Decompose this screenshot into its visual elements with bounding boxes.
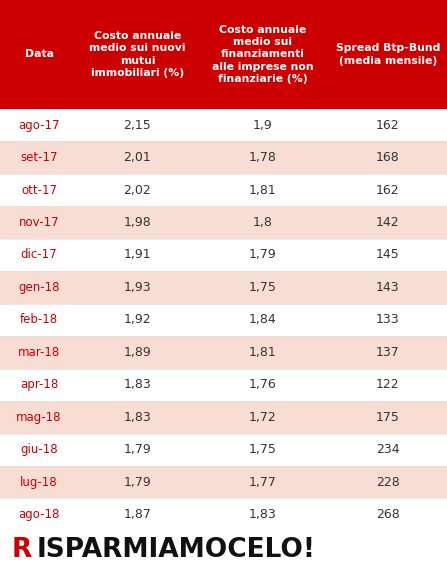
Bar (0, 401, 447, 433)
Text: 1,75: 1,75 (249, 443, 277, 456)
Bar (0, 239, 447, 271)
Text: Costo annuale
medio sui nuovi
mutui
immobiliari (%): Costo annuale medio sui nuovi mutui immo… (89, 31, 186, 78)
Text: 137: 137 (376, 346, 400, 359)
Text: mar-18: mar-18 (18, 346, 60, 359)
Text: 1,83: 1,83 (123, 411, 152, 424)
Text: 168: 168 (376, 151, 400, 164)
Bar (0, 109, 447, 141)
Text: 1,79: 1,79 (123, 443, 152, 456)
Text: 1,9: 1,9 (253, 119, 273, 131)
Text: 133: 133 (376, 313, 400, 327)
Text: 1,72: 1,72 (249, 411, 277, 424)
Text: mag-18: mag-18 (17, 411, 62, 424)
Text: ago-18: ago-18 (18, 508, 60, 521)
Text: ott-17: ott-17 (21, 184, 57, 196)
Bar (0, 369, 447, 401)
Bar (0, 336, 447, 369)
Text: 2,15: 2,15 (123, 119, 152, 131)
Text: feb-18: feb-18 (20, 313, 58, 327)
Text: 1,76: 1,76 (249, 378, 277, 391)
Text: lug-18: lug-18 (20, 476, 58, 488)
Text: 1,79: 1,79 (123, 476, 152, 488)
Bar (0, 141, 447, 174)
Text: 1,89: 1,89 (123, 346, 152, 359)
Text: Spread Btp-Bund
(media mensile): Spread Btp-Bund (media mensile) (336, 43, 440, 65)
Text: 1,84: 1,84 (249, 313, 277, 327)
Text: 268: 268 (376, 508, 400, 521)
Text: 1,91: 1,91 (124, 249, 151, 262)
Bar (0, 304, 447, 336)
Text: 228: 228 (376, 476, 400, 488)
Text: Data: Data (25, 49, 54, 60)
Text: 145: 145 (376, 249, 400, 262)
Text: set-17: set-17 (21, 151, 58, 164)
Text: 143: 143 (376, 281, 400, 294)
Text: 1,87: 1,87 (123, 508, 152, 521)
Text: 1,98: 1,98 (123, 216, 152, 229)
Text: 1,83: 1,83 (123, 378, 152, 391)
Text: 1,92: 1,92 (124, 313, 151, 327)
Bar (0, 271, 447, 304)
Text: 1,81: 1,81 (249, 184, 277, 196)
Text: 1,8: 1,8 (253, 216, 273, 229)
Text: giu-18: giu-18 (20, 443, 58, 456)
Text: dic-17: dic-17 (21, 249, 57, 262)
Text: apr-18: apr-18 (20, 378, 58, 391)
Bar (0, 206, 447, 239)
Text: 1,93: 1,93 (124, 281, 151, 294)
Bar (0, 174, 447, 206)
Text: 1,78: 1,78 (249, 151, 277, 164)
Bar (0, 466, 447, 498)
Text: 162: 162 (376, 119, 400, 131)
Text: ISPARMIAMOCELO!: ISPARMIAMOCELO! (37, 537, 316, 563)
Bar (0, 498, 447, 531)
Text: 1,79: 1,79 (249, 249, 277, 262)
Text: ago-17: ago-17 (18, 119, 60, 131)
Text: 2,02: 2,02 (123, 184, 152, 196)
Text: 1,77: 1,77 (249, 476, 277, 488)
Text: gen-18: gen-18 (18, 281, 60, 294)
Text: 142: 142 (376, 216, 400, 229)
Text: 2,01: 2,01 (123, 151, 152, 164)
Text: nov-17: nov-17 (19, 216, 59, 229)
Text: 1,81: 1,81 (249, 346, 277, 359)
Text: 1,75: 1,75 (249, 281, 277, 294)
Text: 1,83: 1,83 (249, 508, 277, 521)
Text: 175: 175 (376, 411, 400, 424)
Text: 122: 122 (376, 378, 400, 391)
Text: 234: 234 (376, 443, 400, 456)
Bar (0, 0, 447, 109)
Text: Costo annuale
medio sui
finanziamenti
alle imprese non
finanziarie (%): Costo annuale medio sui finanziamenti al… (212, 25, 313, 84)
Text: R: R (11, 537, 31, 563)
Text: 162: 162 (376, 184, 400, 196)
Bar (0, 433, 447, 466)
